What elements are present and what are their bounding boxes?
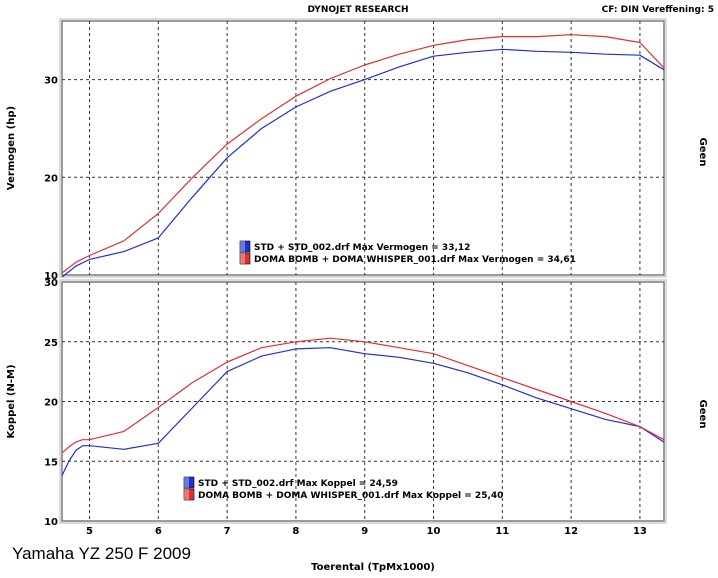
panel-0-legend-swatch-1 — [239, 252, 251, 265]
torque-chart-panel: 10 15 20 25 30 5 6 7 8 9 10 11 12 13 Toerental (TpMx10… — [6, 278, 708, 573]
panel-1-ytick-15: 15 — [44, 457, 58, 468]
panel-1-ytick-25: 25 — [44, 338, 58, 349]
panel-1-ytick-30: 30 — [44, 278, 58, 289]
vehicle-caption: Yamaha YZ 250 F 2009 — [12, 544, 191, 563]
panel-1-legend-swatch-shine-1 — [184, 489, 189, 500]
panel-1-legend-text-0: STD + STD_002.drf Max Koppel = 24,59 — [198, 479, 398, 489]
power-chart-panel: 10 20 30 Vermogen (hp) Geen STD + STD_002.drf… — [6, 18, 708, 282]
xtick-5: 5 — [86, 526, 93, 537]
xtick-13: 13 — [633, 526, 647, 537]
panel-1-legend-swatch-1 — [183, 488, 195, 501]
panel-1-right-label: Geen — [697, 400, 708, 429]
panel-1-doma-curve — [61, 337, 665, 454]
panel-0-legend-swatch-0 — [239, 240, 251, 253]
panel-0-legend-text-0: STD + STD_002.drf Max Vermogen = 33,12 — [254, 243, 470, 253]
panel-0-ytick-20: 20 — [44, 173, 58, 184]
panel-1-ytick-10: 10 — [44, 517, 58, 528]
xtick-7: 7 — [224, 526, 231, 537]
panel-0-std-curve — [61, 48, 665, 278]
xtick-6: 6 — [155, 526, 162, 537]
panel-1-std-curve — [61, 347, 665, 476]
panel-0-ytick-30: 30 — [44, 76, 58, 87]
panel-1-ytick-20: 20 — [44, 398, 58, 409]
xtick-11: 11 — [495, 526, 509, 537]
panel-0-ytick-10: 10 — [44, 271, 58, 282]
panel-0-doma-curve — [61, 34, 665, 274]
x-axis-label: Toerental (TpMx1000) — [311, 562, 435, 573]
panel-0-legend-text-1: DOMA BOMB + DOMA WHISPER_001.drf Max Ver… — [254, 255, 576, 265]
panel-1-legend-swatch-shine-0 — [184, 477, 189, 488]
panel-0-legend-swatch-shine-1 — [240, 253, 245, 264]
panel-0-right-label: Geen — [697, 138, 708, 167]
header-title: DYNOJET RESEARCH — [307, 5, 408, 15]
panel-0-legend-swatch-shine-0 — [240, 241, 245, 252]
xtick-9: 9 — [361, 526, 368, 537]
panel-0-y-axis-label: Vermogen (hp) — [6, 106, 17, 190]
panel-0-plot-area — [61, 20, 665, 276]
panel-1-legend-text-1: DOMA BOMB + DOMA WHISPER_001.drf Max Kop… — [198, 491, 503, 501]
panel-1-legend-swatch-0 — [183, 476, 195, 489]
xtick-12: 12 — [564, 526, 578, 537]
panel-1-y-axis-label: Koppel (N-M) — [6, 364, 17, 438]
header-correction: CF: DIN Vereffening: 5 — [602, 5, 714, 15]
xtick-8: 8 — [292, 526, 299, 537]
xtick-10: 10 — [427, 526, 441, 537]
